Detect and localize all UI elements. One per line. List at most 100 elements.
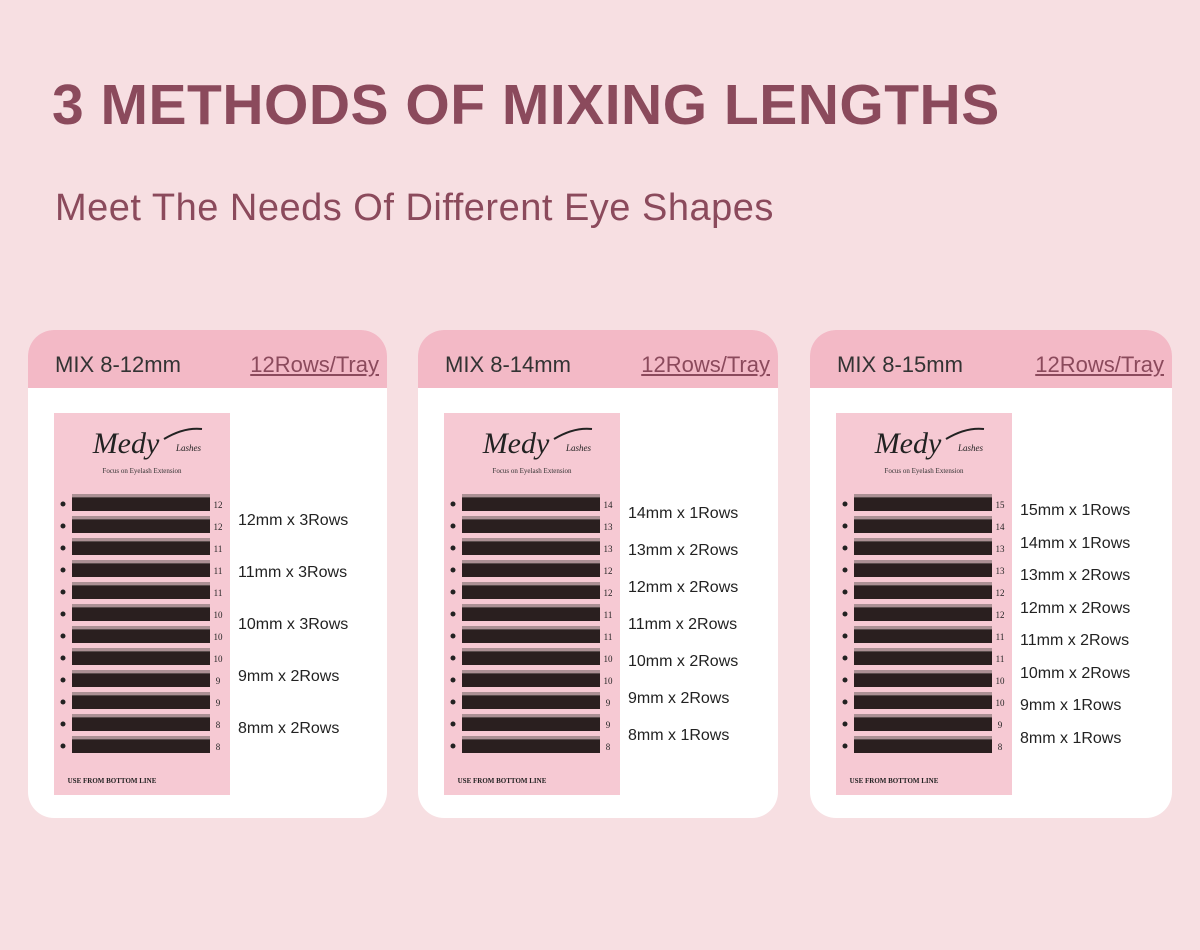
heart — [842, 611, 848, 617]
brand: Medy — [482, 427, 550, 460]
lash-strip — [854, 651, 992, 665]
row-number: 14 — [604, 500, 614, 510]
heart — [842, 567, 848, 573]
mix-label: MIX 8-14mm — [445, 352, 571, 377]
lash-tips — [72, 626, 210, 630]
heart — [60, 633, 66, 639]
tagline: Focus on Eyelash Extension — [492, 467, 572, 475]
lash-tips — [462, 560, 600, 564]
lash-tips — [462, 670, 600, 674]
heart — [842, 655, 848, 661]
row-number: 10 — [214, 654, 224, 664]
row-number: 12 — [996, 588, 1005, 598]
heart — [60, 501, 66, 507]
lash-tips — [72, 516, 210, 520]
lash-tips — [854, 714, 992, 718]
length-label: 9mm x 2Rows — [628, 690, 730, 708]
lash-tips — [72, 714, 210, 718]
length-label: 10mm x 2Rows — [1020, 664, 1131, 682]
card: MIX 8-12mm 12Rows/Tray Medy Lashes Focus on … — [28, 330, 387, 818]
row-number: 11 — [214, 544, 223, 554]
heart — [60, 523, 66, 529]
lash-tips — [462, 516, 600, 520]
lash-tips — [854, 538, 992, 542]
length-label: 8mm x 2Rows — [238, 720, 340, 737]
lash-strip — [72, 607, 210, 621]
length-label: 9mm x 2Rows — [238, 668, 340, 685]
lash-strip — [462, 541, 600, 555]
heart — [450, 743, 456, 749]
lash-tips — [854, 626, 992, 630]
row-number: 10 — [604, 676, 614, 686]
heart — [450, 501, 456, 507]
row-number: 8 — [216, 720, 221, 730]
row-number: 11 — [996, 654, 1005, 664]
heart — [450, 567, 456, 573]
card: MIX 8-15mm 12Rows/Tray Medy Lashes Focus on … — [810, 330, 1172, 818]
lash-strip — [72, 563, 210, 577]
lash-tips — [854, 670, 992, 674]
lash-strip — [462, 629, 600, 643]
lash-tips — [72, 494, 210, 498]
card-header: MIX 8-14mm 12Rows/Tray — [418, 330, 778, 388]
heart — [450, 589, 456, 595]
lash-strip — [854, 541, 992, 555]
row-number: 9 — [606, 720, 611, 730]
row-number: 12 — [214, 500, 223, 510]
tray-footer: USE FROM BOTTOM LINE — [850, 777, 939, 785]
heart — [842, 589, 848, 595]
row-number: 9 — [216, 698, 221, 708]
lash-strip — [72, 739, 210, 753]
row-number: 8 — [216, 742, 221, 752]
lash-tips — [854, 604, 992, 608]
lash-tips — [462, 736, 600, 740]
heart — [842, 699, 848, 705]
length-label: 13mm x 2Rows — [628, 541, 739, 559]
lash-strip — [72, 651, 210, 665]
lash-strip — [854, 519, 992, 533]
brand-sub: Lashes — [565, 443, 592, 453]
tray-footer: USE FROM BOTTOM LINE — [458, 777, 547, 785]
lash-strip — [462, 695, 600, 709]
length-label: 12mm x 2Rows — [1020, 599, 1131, 617]
row-number: 9 — [606, 698, 611, 708]
lash-tips — [72, 692, 210, 696]
row-number: 10 — [214, 610, 224, 620]
row-number: 12 — [604, 566, 613, 576]
row-number: 12 — [996, 610, 1005, 620]
lash-strip — [72, 519, 210, 533]
lash-strip — [462, 651, 600, 665]
tray-label: 12Rows/Tray — [250, 352, 379, 377]
length-label: 13mm x 2Rows — [1020, 567, 1131, 585]
lash-tips — [854, 692, 992, 696]
row-number: 10 — [996, 698, 1006, 708]
row-number: 10 — [996, 676, 1006, 686]
row-number: 11 — [214, 566, 223, 576]
lash-tray: Medy Lashes Focus on Eyelash Extension 15 14… — [836, 413, 1012, 795]
lash-strip — [72, 541, 210, 555]
lash-strip — [854, 717, 992, 731]
brand-sub: Lashes — [957, 443, 984, 453]
row-number: 12 — [214, 522, 223, 532]
lash-strip — [462, 497, 600, 511]
title: 3 METHODS OF MIXING LENGTHS — [52, 73, 1000, 137]
row-number: 8 — [998, 742, 1003, 752]
lash-strip — [854, 629, 992, 643]
brand: Medy — [92, 427, 160, 460]
row-number: 11 — [996, 632, 1005, 642]
lash-logo — [163, 427, 203, 440]
lash-tips — [72, 736, 210, 740]
length-label: 10mm x 2Rows — [628, 653, 739, 671]
tagline: Focus on Eyelash Extension — [102, 467, 182, 475]
heart — [842, 501, 848, 507]
lash-strip — [854, 607, 992, 621]
heart — [450, 545, 456, 551]
length-label: 8mm x 1Rows — [1020, 729, 1122, 747]
lash-tips — [462, 582, 600, 586]
heart — [60, 743, 66, 749]
lash-strip — [72, 629, 210, 643]
lash-strip — [72, 673, 210, 687]
row-number: 13 — [604, 522, 614, 532]
lash-logo — [553, 427, 593, 440]
lash-strip — [462, 585, 600, 599]
